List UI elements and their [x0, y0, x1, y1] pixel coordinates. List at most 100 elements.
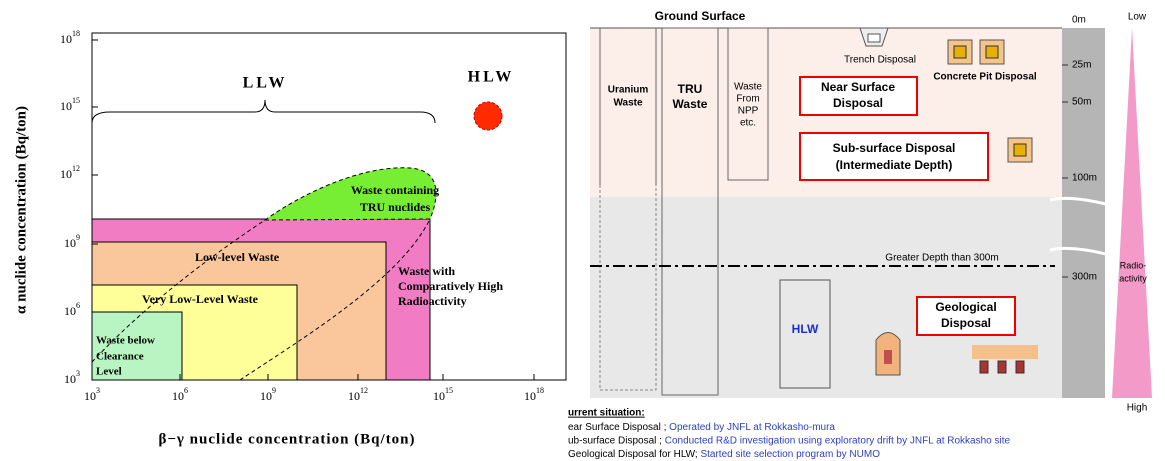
left-chart: LLW HLW Waste containing TRU nuclides Lo…: [13, 29, 567, 447]
tick-base: 10: [60, 99, 72, 113]
tick-exp: 9: [272, 386, 276, 395]
tick-exp: 6: [184, 386, 188, 395]
hlw-label: HLW: [792, 322, 819, 336]
tick-exp: 9: [76, 233, 80, 242]
tick-label: 1012: [60, 164, 80, 181]
situation-label: Geological Disposal for HLW;: [568, 449, 700, 460]
tick-base: 10: [172, 389, 184, 403]
region-label: Clearance: [96, 351, 144, 363]
shaft-label: Uranium: [608, 85, 649, 96]
situation-item: ear Surface Disposal ; Operated by JNFL …: [568, 422, 835, 433]
situation-label: ub-surface Disposal ;: [568, 435, 665, 446]
radioactivity-triangle: [1112, 28, 1152, 398]
region-label: Low-level Waste: [195, 250, 280, 264]
tick-label: 103: [64, 369, 80, 386]
tick-exp: 18: [72, 29, 80, 38]
geological-box: [916, 296, 1016, 336]
tick-exp: 3: [96, 386, 100, 395]
tick-label: 1018: [524, 386, 544, 403]
tick-label: 109: [260, 386, 276, 403]
depth-label: 100m: [1072, 173, 1097, 184]
situation-item: Geological Disposal for HLW; Started sit…: [568, 449, 880, 460]
situation-title: urrent situation:: [568, 408, 645, 419]
trench-label: Trench Disposal: [844, 55, 916, 66]
hlw-label: HLW: [468, 69, 515, 86]
shaft-label: Waste: [734, 82, 762, 93]
situation-detail: Operated by JNFL at Rokkasho-mura: [669, 422, 835, 433]
region-label: Radioactivity: [398, 294, 467, 308]
situation-items: ear Surface Disposal ; Operated by JNFL …: [568, 422, 1011, 460]
tick-base: 10: [260, 389, 272, 403]
uranium-shaft: [599, 185, 657, 391]
tick-base: 10: [84, 389, 96, 403]
region-label: Comparatively High: [398, 279, 503, 293]
tick-base: 10: [64, 236, 76, 250]
high-label: High: [1127, 403, 1148, 414]
ground-label: Ground Surface: [655, 9, 746, 23]
y-axis-label: α nuclide concentration (Bq/ton): [13, 106, 29, 314]
shaft-label: From: [736, 94, 759, 105]
depth-break: [1049, 196, 1111, 257]
tick-label: 1018: [60, 29, 80, 46]
box-label: (Intermediate Depth): [836, 158, 953, 172]
region-label: Waste with: [398, 264, 455, 278]
tick-exp: 12: [72, 164, 80, 173]
situation-detail: Conducted R&D investigation using explor…: [665, 435, 1011, 446]
depth-label: 25m: [1072, 60, 1091, 71]
tru-label: Waste containing: [351, 183, 439, 197]
box-label: Disposal: [833, 96, 883, 110]
near-surface-box: [799, 76, 918, 116]
tick-base: 10: [60, 167, 72, 181]
region-label: Waste below: [96, 335, 155, 347]
tick-exp: 3: [76, 369, 80, 378]
tru-envelope: [91, 218, 431, 381]
x-axis-label: β−γ nuclide concentration (Bq/ton): [158, 431, 415, 447]
tick-base: 10: [64, 372, 76, 386]
sub-surface-box: [799, 132, 989, 181]
situation-detail: Started site selection program by NUMO: [700, 449, 880, 460]
tick-label: 106: [172, 386, 188, 403]
npp-shaft: [727, 27, 769, 181]
depth-label: 300m: [1072, 272, 1097, 283]
uranium-shaft: [599, 28, 657, 185]
pit-icons: [947, 39, 1033, 163]
shaft-label: Waste: [673, 97, 708, 111]
tick-label: 109: [64, 233, 80, 250]
tick-base: 10: [64, 304, 76, 318]
hlw-marker: [473, 101, 503, 131]
hlw-shaft: [779, 279, 831, 389]
radioactivity-label: activity: [1119, 273, 1147, 283]
trench-icon: [867, 33, 881, 43]
region-label: Level: [96, 366, 122, 378]
tick-base: 10: [60, 32, 72, 46]
tick-exp: 15: [72, 96, 80, 105]
tru-label: TRU nuclides: [360, 200, 431, 214]
depth-line-label: Greater Depth than 300m: [885, 253, 998, 264]
region-tru: [263, 167, 437, 221]
region-label: Very Low-Level Waste: [142, 292, 259, 306]
box-label: Near Surface: [821, 80, 895, 94]
situation-label: ear Surface Disposal ;: [568, 422, 669, 433]
tick-exp: 6: [76, 301, 80, 310]
shaft-label: NPP: [738, 106, 759, 117]
llw-label: LLW: [243, 75, 288, 92]
pit-label: Concrete Pit Disposal: [933, 72, 1037, 83]
tick-base: 10: [433, 389, 445, 403]
radioactivity-label: Radio-: [1120, 260, 1147, 270]
depth-labels: 0m 25m 50m 100m 300m: [1062, 15, 1097, 283]
tru-shaft: [661, 27, 719, 396]
llw-brace: [91, 99, 436, 124]
geological-icons: [875, 332, 1038, 376]
low-label: Low: [1128, 12, 1147, 23]
shaft-label: etc.: [740, 118, 756, 129]
shaft-label: Waste: [613, 98, 643, 109]
tick-exp: 18: [536, 386, 544, 395]
situation-item: ub-surface Disposal ; Conducted R&D inve…: [568, 435, 1011, 446]
depth-bar: [1062, 28, 1105, 398]
right-diagram: Ground Surface Uranium Waste TRU Waste W…: [568, 9, 1152, 460]
depth-label: 0m: [1072, 15, 1086, 26]
tick-label: 106: [64, 301, 80, 318]
tick-label: 1015: [60, 96, 80, 113]
